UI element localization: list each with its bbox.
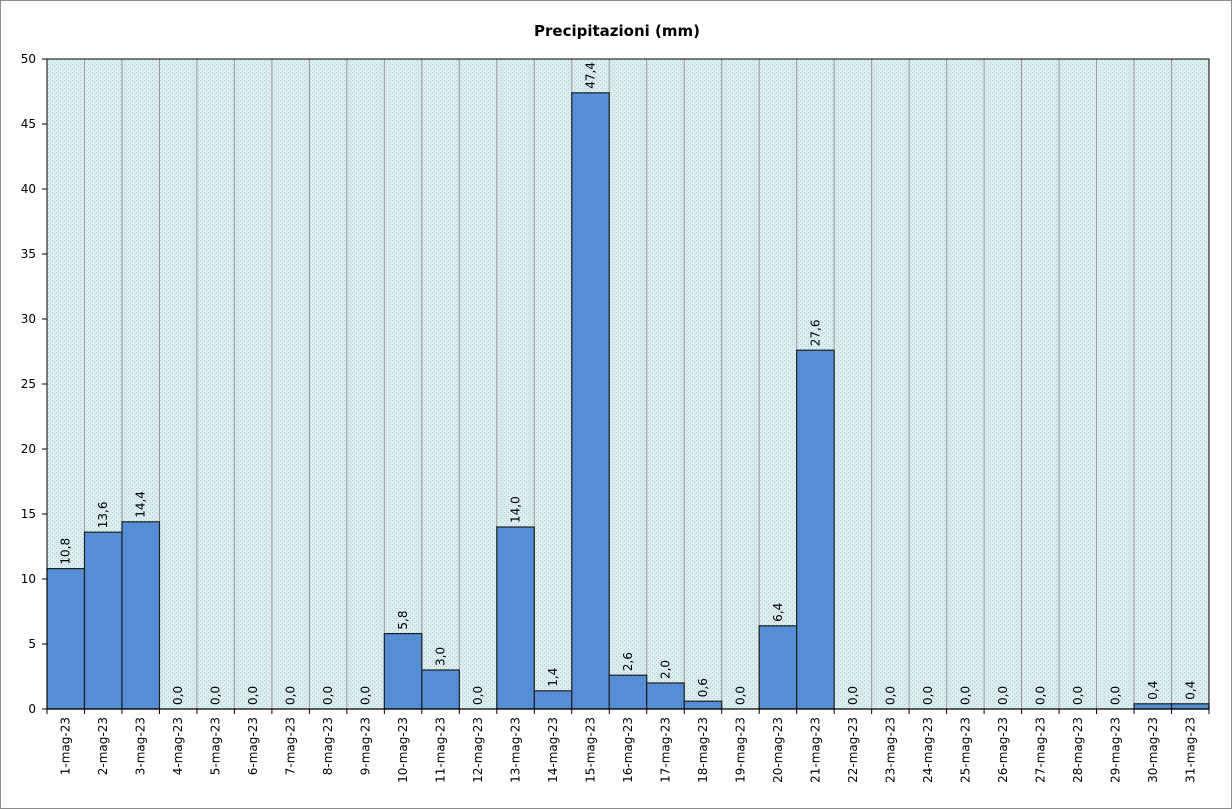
- data-label-10-mag-23: 5,8: [396, 611, 410, 630]
- y-tick-label-0: 0: [28, 702, 36, 716]
- data-label-19-mag-23: 0,0: [733, 686, 747, 705]
- data-label-12-mag-23: 0,0: [471, 686, 485, 705]
- bars: [46, 92, 1210, 710]
- data-label-3-mag-23: 14,4: [134, 491, 148, 518]
- x-tick-label-13-mag-23: 13-mag-23: [509, 717, 523, 783]
- data-label-15-mag-23: 47,4: [584, 62, 598, 89]
- x-tick-label-10-mag-23: 10-mag-23: [396, 717, 410, 783]
- x-tick-label-16-mag-23: 16-mag-23: [621, 717, 635, 783]
- bar-1-mag-23: [46, 567, 86, 710]
- x-tick-label-22-mag-23: 22-mag-23: [846, 717, 860, 783]
- data-labels: 10,8 13,6 14,4 0,0 0,0 0,0 0,0 0,0 0,0 5,8 3,0 0,0 1…: [59, 62, 1198, 705]
- data-label-13-mag-23: 14,0: [509, 496, 523, 523]
- chart-title: Precipitazioni (mm): [534, 22, 700, 40]
- bar-17-mag-23: [646, 682, 685, 710]
- y-tick-label-30: 30: [21, 312, 36, 326]
- x-tick-label-18-mag-23: 18-mag-23: [696, 717, 710, 783]
- x-tick-label-15-mag-23: 15-mag-23: [584, 717, 598, 783]
- data-label-23-mag-23: 0,0: [883, 686, 897, 705]
- bar-21-mag-23: [796, 349, 835, 710]
- bar-13-mag-23: [496, 526, 535, 710]
- x-tick-label-17-mag-23: 17-mag-23: [658, 717, 672, 783]
- data-label-24-mag-23: 0,0: [921, 686, 935, 705]
- data-label-14-mag-23: 1,4: [546, 668, 560, 687]
- data-label-5-mag-23: 0,0: [209, 686, 223, 705]
- bar-14-mag-23: [533, 690, 573, 710]
- x-tick-label-2-mag-23: 2-mag-23: [96, 717, 110, 775]
- data-label-6-mag-23: 0,0: [246, 686, 260, 705]
- data-label-7-mag-23: 0,0: [284, 686, 298, 705]
- data-label-30-mag-23: 0,4: [1146, 681, 1160, 700]
- y-tick-label-45: 45: [21, 117, 36, 131]
- x-tick-label-30-mag-23: 30-mag-23: [1146, 717, 1160, 783]
- y-tick-labels: 0 5 10 15 20 25 30 35 40 45 50: [21, 52, 36, 716]
- x-tick-label-5-mag-23: 5-mag-23: [209, 717, 223, 775]
- plot-area: [47, 59, 1209, 709]
- data-label-16-mag-23: 2,6: [621, 652, 635, 671]
- x-tick-label-3-mag-23: 3-mag-23: [134, 717, 148, 775]
- bar-11-mag-23: [421, 669, 460, 710]
- x-tick-label-24-mag-23: 24-mag-23: [921, 717, 935, 783]
- x-tick-label-27-mag-23: 27-mag-23: [1033, 717, 1047, 783]
- bar-30-mag-23: [1133, 703, 1173, 710]
- bar-15-mag-23: [571, 92, 610, 710]
- y-tick-label-25: 25: [21, 377, 36, 391]
- bar-10-mag-23: [383, 632, 423, 710]
- x-tick-label-29-mag-23: 29-mag-23: [1108, 717, 1122, 783]
- x-tick-label-14-mag-23: 14-mag-23: [546, 717, 560, 783]
- x-tick-label-4-mag-23: 4-mag-23: [171, 717, 185, 775]
- x-tick-label-9-mag-23: 9-mag-23: [359, 717, 373, 775]
- y-tick-label-35: 35: [21, 247, 36, 261]
- y-tick-label-5: 5: [28, 637, 36, 651]
- x-tick-label-31-mag-23: 31-mag-23: [1183, 717, 1197, 783]
- data-label-31-mag-23: 0,4: [1183, 681, 1197, 700]
- bar-2-mag-23: [83, 531, 123, 710]
- data-label-2-mag-23: 13,6: [96, 501, 110, 528]
- x-tick-label-11-mag-23: 11-mag-23: [434, 717, 448, 783]
- data-label-25-mag-23: 0,0: [958, 686, 972, 705]
- x-tick-label-28-mag-23: 28-mag-23: [1071, 717, 1085, 783]
- data-label-8-mag-23: 0,0: [321, 686, 335, 705]
- data-label-11-mag-23: 3,0: [434, 647, 448, 666]
- y-tick-label-15: 15: [21, 507, 36, 521]
- bar-20-mag-23: [758, 625, 798, 710]
- x-tick-labels: 1-mag-23 2-mag-23 3-mag-23 4-mag-23 5-mag-23…: [59, 717, 1198, 783]
- data-label-27-mag-23: 0,0: [1033, 686, 1047, 705]
- bar-31-mag-23: [1170, 703, 1210, 710]
- data-label-9-mag-23: 0,0: [359, 686, 373, 705]
- data-label-26-mag-23: 0,0: [996, 686, 1010, 705]
- x-tick-label-23-mag-23: 23-mag-23: [883, 717, 897, 783]
- x-tick-label-26-mag-23: 26-mag-23: [996, 717, 1010, 783]
- x-tick-label-1-mag-23: 1-mag-23: [59, 717, 73, 775]
- bar-18-mag-23: [683, 700, 723, 710]
- y-tick-label-10: 10: [21, 572, 36, 586]
- x-tick-label-6-mag-23: 6-mag-23: [246, 717, 260, 775]
- bar-3-mag-23: [121, 521, 161, 710]
- data-label-1-mag-23: 10,8: [59, 538, 73, 565]
- data-label-4-mag-23: 0,0: [171, 686, 185, 705]
- y-tick-label-40: 40: [21, 182, 36, 196]
- x-tick-label-7-mag-23: 7-mag-23: [284, 717, 298, 775]
- x-tick-label-25-mag-23: 25-mag-23: [958, 717, 972, 783]
- x-tick-label-20-mag-23: 20-mag-23: [771, 717, 785, 783]
- x-tick-label-21-mag-23: 21-mag-23: [808, 717, 822, 783]
- axes: [42, 58, 1210, 714]
- data-label-22-mag-23: 0,0: [846, 686, 860, 705]
- y-tick-label-20: 20: [21, 442, 36, 456]
- y-tick-label-50: 50: [21, 52, 36, 66]
- data-label-20-mag-23: 6,4: [771, 603, 785, 622]
- data-label-28-mag-23: 0,0: [1071, 686, 1085, 705]
- bar-16-mag-23: [608, 674, 648, 710]
- x-tick-label-19-mag-23: 19-mag-23: [733, 717, 747, 783]
- data-label-17-mag-23: 2,0: [658, 660, 672, 679]
- x-tick-label-12-mag-23: 12-mag-23: [471, 717, 485, 783]
- data-label-18-mag-23: 0,6: [696, 678, 710, 697]
- x-tick-label-8-mag-23: 8-mag-23: [321, 717, 335, 775]
- data-label-21-mag-23: 27,6: [808, 319, 822, 346]
- data-label-29-mag-23: 0,0: [1108, 686, 1122, 705]
